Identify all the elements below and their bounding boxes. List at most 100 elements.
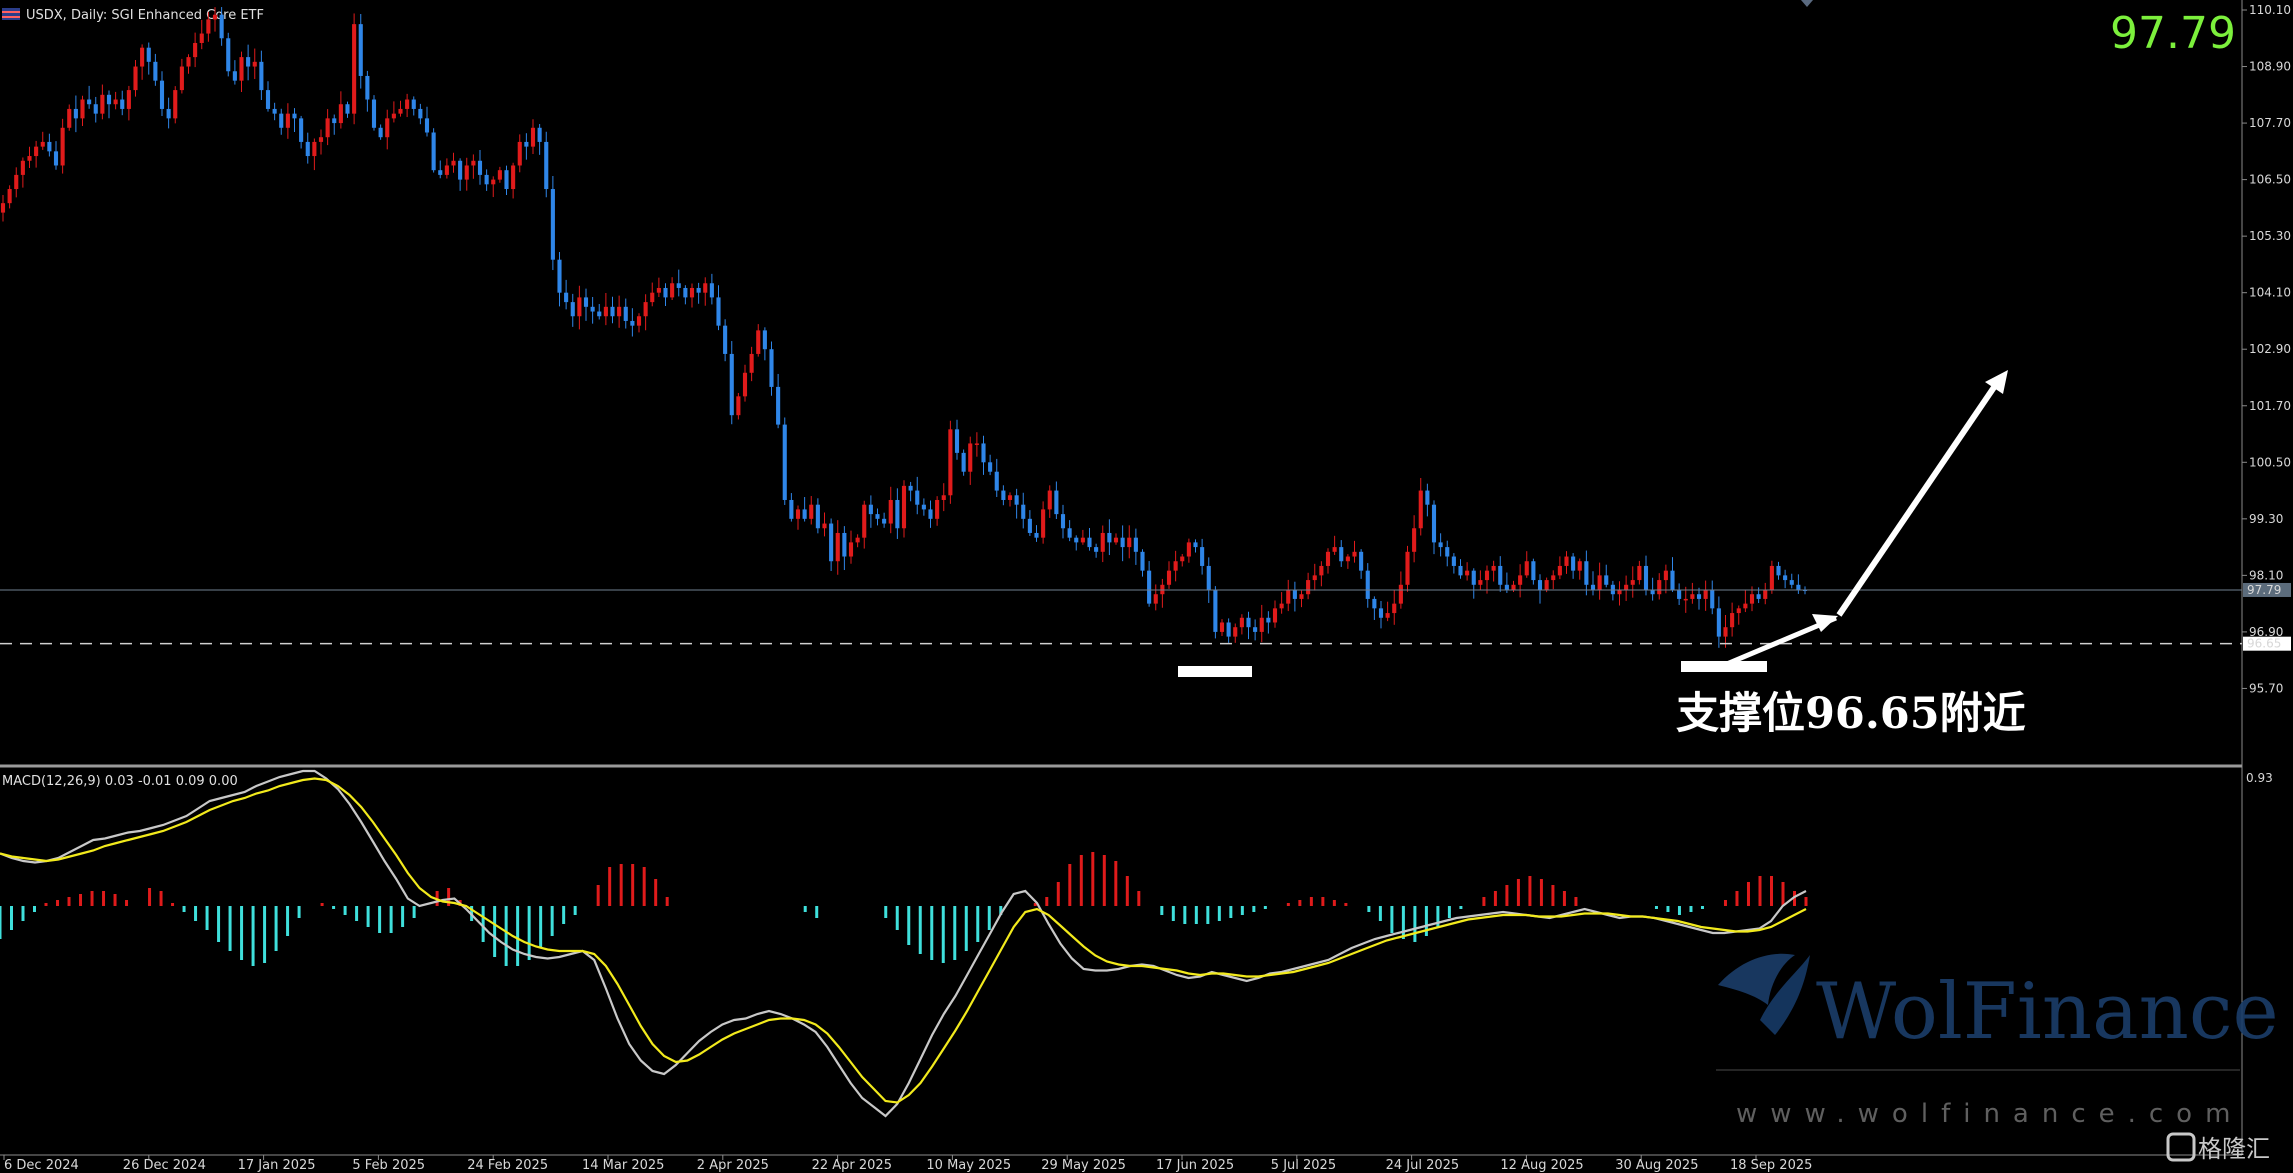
candle [1080, 529, 1085, 545]
candle-body [1756, 594, 1761, 599]
candle-body [1206, 565, 1211, 590]
candle-body [1272, 608, 1278, 623]
date-tick-label: 17 Jan 2025 [238, 1158, 316, 1173]
candle-body [1233, 627, 1238, 637]
candle-body [305, 141, 310, 157]
candle-body [1637, 565, 1642, 581]
candle-body [1113, 537, 1119, 543]
current-price-tag [2243, 582, 2291, 597]
candle-body [1001, 490, 1006, 500]
candle-body [20, 160, 25, 175]
candle-body [829, 523, 834, 562]
candle [1041, 501, 1046, 544]
candle-body [888, 499, 893, 524]
candle-body [1173, 561, 1178, 571]
candle-body [782, 424, 787, 500]
price-tick-label: 96.90 [2249, 625, 2283, 639]
candle-body [1577, 561, 1582, 571]
candle-body [279, 113, 284, 128]
candle [1763, 582, 1768, 605]
candle-body [477, 160, 483, 175]
candle [1014, 488, 1019, 519]
candle-body [1034, 532, 1039, 538]
candle [1107, 519, 1112, 556]
candle [683, 285, 688, 305]
candle [1597, 562, 1602, 600]
candle [1531, 558, 1536, 585]
candle [27, 146, 32, 168]
candle [1266, 611, 1271, 634]
candle [981, 435, 986, 475]
candle-body [822, 523, 827, 529]
candle [583, 288, 589, 321]
candle [663, 283, 668, 306]
candle [1425, 483, 1430, 517]
candle-body [106, 94, 112, 105]
candle-body [994, 471, 999, 491]
candle [206, 11, 211, 42]
candle [226, 32, 231, 77]
us-flag-stripe [2, 11, 20, 13]
candle-body [318, 137, 324, 142]
candle-body [1677, 589, 1682, 599]
candle-body [1100, 532, 1105, 552]
candle-body [1312, 575, 1317, 581]
candle-body [557, 259, 562, 293]
candle-body [246, 57, 251, 67]
candle [769, 341, 774, 396]
candle [1564, 551, 1569, 574]
candle-body [1107, 532, 1112, 543]
candle-body [1590, 584, 1596, 590]
candle [1730, 602, 1735, 637]
candle-body [1385, 613, 1390, 618]
candle-body [1624, 584, 1629, 590]
macd-axis-top: 0.93 [2246, 771, 2273, 785]
candle-body [385, 118, 390, 138]
candle [1445, 540, 1450, 567]
candle [1491, 560, 1496, 582]
candle [1180, 554, 1185, 567]
chart-shift-marker-icon[interactable] [1801, 0, 1813, 7]
candle-body [862, 504, 867, 538]
candle [643, 294, 648, 331]
candle [14, 167, 19, 198]
candle [848, 530, 854, 564]
candle [80, 95, 85, 126]
candle [504, 165, 509, 195]
candle [133, 60, 138, 97]
candle-body [285, 113, 290, 128]
candle-body [650, 292, 655, 303]
candle-body [630, 320, 635, 326]
candle-body [544, 141, 549, 190]
candle [670, 277, 675, 301]
candle-body [968, 443, 973, 472]
candle [1339, 540, 1344, 567]
candle [1703, 580, 1708, 611]
wolfinance-watermark: WolFinance www.wolfinance.com [1716, 953, 2279, 1129]
candle-body [206, 19, 211, 34]
candle-body [1398, 584, 1403, 604]
candle-body [530, 127, 536, 147]
price-tick-label: 105.30 [2249, 229, 2291, 243]
candle-body [974, 443, 979, 445]
candle-body [504, 170, 509, 190]
candle-body [1776, 565, 1781, 576]
candle [365, 70, 370, 112]
candle-body [73, 108, 78, 119]
candle-body [1537, 580, 1543, 590]
candle-body [617, 306, 622, 317]
candle-body [1749, 594, 1755, 604]
candle [93, 96, 98, 123]
candle-body [954, 429, 960, 453]
candle [338, 91, 343, 129]
candle [1551, 570, 1556, 590]
candle-body [1511, 584, 1516, 590]
candle [193, 32, 198, 68]
date-tick-label: 10 May 2025 [926, 1158, 1011, 1173]
candle [1193, 539, 1198, 553]
candle [1696, 587, 1702, 610]
candle-body [1120, 537, 1125, 548]
candle [219, 7, 224, 46]
candle [1431, 500, 1437, 555]
